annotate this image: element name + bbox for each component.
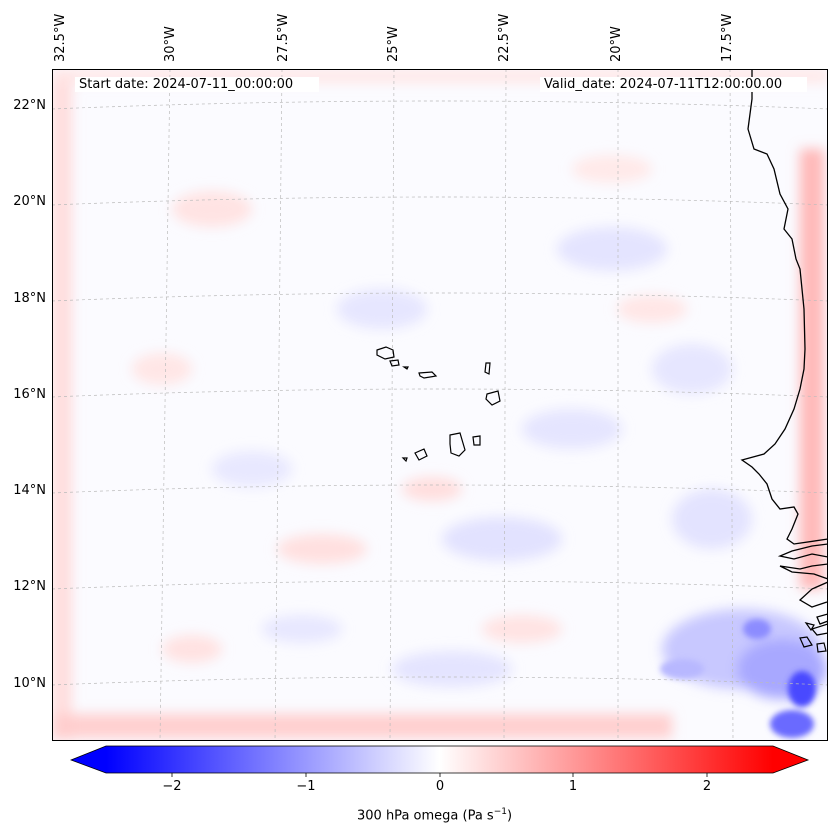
colorbar-title: 300 hPa omega (Pa s−1) [357, 807, 512, 823]
omega-strong-descent [660, 619, 816, 738]
colorbar-title-text: 300 hPa omega (Pa s [357, 808, 494, 824]
lat-label-22n: 22°N [13, 98, 46, 113]
colorbar-tick-0: 0 [435, 779, 445, 794]
colorbar-outline [70, 745, 810, 774]
colorbar-body [106, 746, 773, 773]
gulf-islands [799, 622, 827, 653]
lat-label-10n: 10°N [13, 676, 46, 691]
start-date-label: Start date: 2024-07-11_00:00:00 [75, 77, 319, 92]
lon-label-27-5w: 27.5°W [276, 13, 291, 62]
lon-label-22-5w: 22.5°W [497, 13, 512, 62]
colorbar-title-exponent: −1 [493, 807, 507, 817]
lon-label-20w: 20°W [609, 26, 624, 62]
colorbar-low-extend [71, 746, 106, 773]
lon-label-17-5w: 17.5°W [720, 13, 735, 62]
lat-label-20n: 20°N [13, 194, 46, 209]
lon-label-32-5w: 32.5°W [53, 13, 68, 62]
colorbar-title-close: ) [506, 808, 513, 824]
lon-label-30w: 30°W [163, 26, 178, 62]
cape-verde-islands [376, 346, 501, 463]
lat-label-18n: 18°N [13, 291, 46, 306]
omega-field [52, 69, 828, 741]
colorbar-tickmarks [171, 773, 708, 777]
lon-label-25w: 25°W [386, 26, 401, 62]
colorbar-tick-2: 2 [702, 779, 712, 794]
colorbar-tick-1: 1 [568, 779, 578, 794]
lat-label-16n: 16°N [13, 387, 46, 402]
omega-map [52, 69, 828, 741]
lat-label-14n: 14°N [13, 483, 46, 498]
valid-date-label: Valid_date: 2024-07-11T12:00:00.00 [540, 77, 807, 92]
graticule [52, 69, 828, 741]
lat-label-12n: 12°N [13, 579, 46, 594]
colorbar-high-extend [773, 746, 808, 773]
colorbar-tick-m2: −2 [162, 779, 182, 794]
african-coastline [740, 69, 828, 636]
colorbar [70, 745, 810, 777]
colorbar-tick-m1: −1 [296, 779, 316, 794]
map-frame [52, 69, 828, 741]
